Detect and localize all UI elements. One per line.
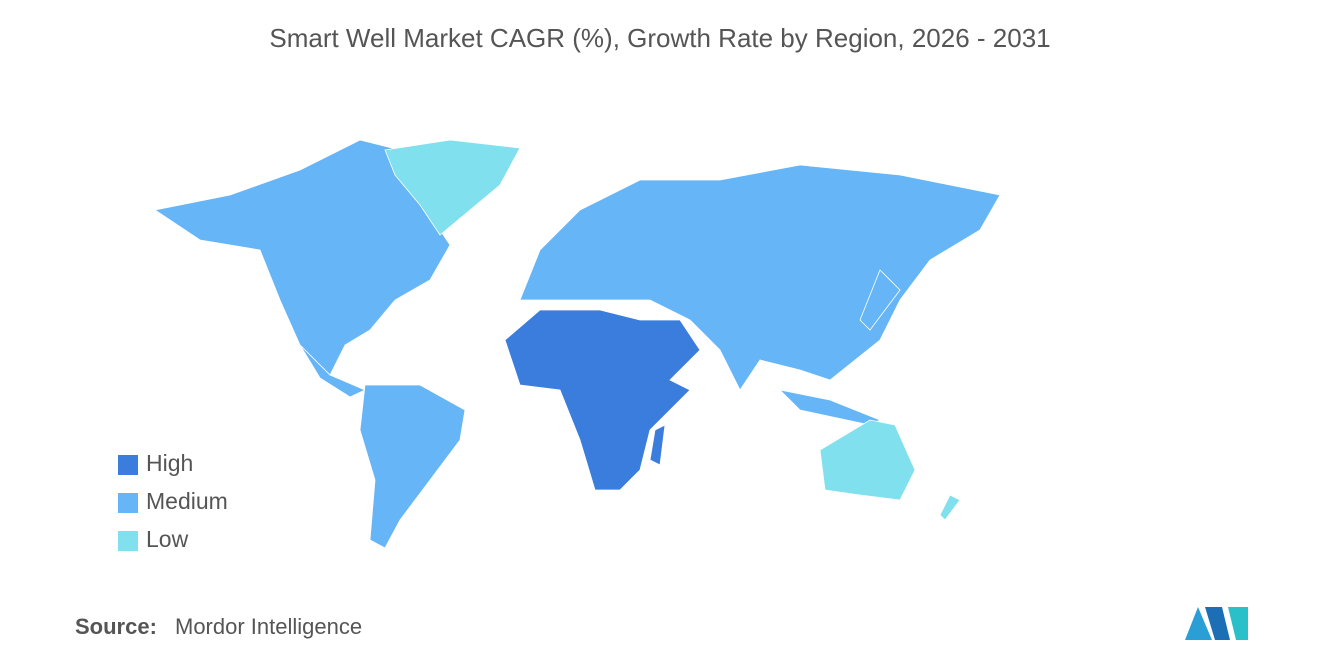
south-america <box>359 384 466 549</box>
eurasia <box>519 164 1001 391</box>
madagascar <box>649 424 666 466</box>
world-map <box>153 139 1001 549</box>
legend: High Medium Low <box>118 450 228 552</box>
legend-swatch <box>118 455 138 475</box>
logo <box>1185 607 1248 640</box>
japan <box>859 269 901 331</box>
australia <box>819 419 916 501</box>
africa-middle-east <box>504 309 701 491</box>
source-label: Source: <box>75 614 157 639</box>
legend-swatch <box>118 531 138 551</box>
legend-label: High <box>146 450 193 476</box>
new-zealand <box>939 494 961 521</box>
legend-label: Low <box>146 526 189 552</box>
legend-label: Medium <box>146 488 228 514</box>
north-america <box>153 139 451 376</box>
central-america <box>299 344 366 398</box>
source-value: Mordor Intelligence <box>175 614 362 639</box>
greenland <box>384 139 521 236</box>
southeast-asia <box>778 389 881 426</box>
legend-swatch <box>118 493 138 513</box>
title: Smart Well Market CAGR (%), Growth Rate … <box>269 23 1050 53</box>
